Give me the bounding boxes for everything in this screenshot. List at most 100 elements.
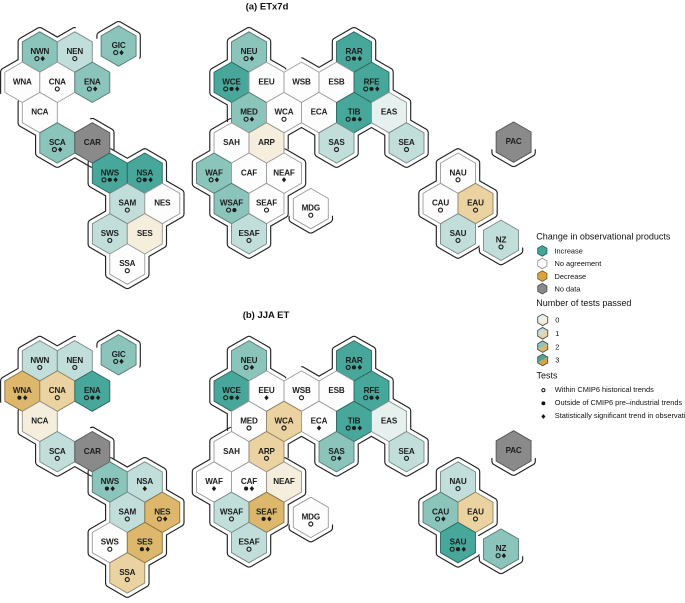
svg-text:SEA: SEA <box>398 447 414 456</box>
svg-text:WCA: WCA <box>275 108 294 117</box>
svg-text:RFE: RFE <box>364 77 380 86</box>
svg-text:Number of tests passed: Number of tests passed <box>536 298 631 308</box>
svg-text:NWN: NWN <box>30 47 49 56</box>
svg-text:(a) ETx7d: (a) ETx7d <box>246 2 289 13</box>
svg-text:RAR: RAR <box>345 356 362 365</box>
svg-text:PAC: PAC <box>506 446 522 455</box>
svg-text:SAU: SAU <box>450 538 467 547</box>
svg-text:SES: SES <box>137 229 153 238</box>
svg-text:SAH: SAH <box>223 138 240 147</box>
svg-text:NCA: NCA <box>31 108 48 117</box>
svg-text:SEAF: SEAF <box>256 199 277 208</box>
svg-text:WSB: WSB <box>292 386 311 395</box>
svg-text:CNA: CNA <box>49 77 66 86</box>
svg-text:CAR: CAR <box>84 138 101 147</box>
svg-text:NEAF: NEAF <box>273 168 295 177</box>
svg-text:Statistically significant tren: Statistically significant trend in obser… <box>555 411 685 420</box>
svg-text:No data: No data <box>555 284 582 293</box>
svg-text:SAM: SAM <box>119 199 137 208</box>
svg-text:NAU: NAU <box>449 168 466 177</box>
svg-text:SAS: SAS <box>328 447 345 456</box>
svg-text:ARP: ARP <box>258 138 275 147</box>
svg-text:MED: MED <box>240 417 258 426</box>
svg-text:MDG: MDG <box>302 513 320 522</box>
svg-text:NZ: NZ <box>496 544 507 553</box>
svg-text:EAU: EAU <box>467 199 484 208</box>
svg-text:EEU: EEU <box>258 77 274 86</box>
svg-text:MDG: MDG <box>302 204 320 213</box>
svg-text:GIC: GIC <box>112 41 126 50</box>
svg-text:NSA: NSA <box>136 477 153 486</box>
svg-text:ECA: ECA <box>311 417 328 426</box>
svg-text:ENA: ENA <box>84 77 101 86</box>
svg-text:SCA: SCA <box>49 447 66 456</box>
svg-text:TIB: TIB <box>348 417 361 426</box>
svg-text:SAS: SAS <box>328 138 345 147</box>
svg-text:WNA: WNA <box>13 386 32 395</box>
svg-text:No agreement: No agreement <box>555 259 602 268</box>
svg-text:CAU: CAU <box>432 199 449 208</box>
svg-text:NWS: NWS <box>101 168 120 177</box>
svg-text:ESAF: ESAF <box>239 229 260 238</box>
svg-text:EAS: EAS <box>381 417 398 426</box>
svg-text:3: 3 <box>555 356 559 365</box>
svg-text:NES: NES <box>154 199 171 208</box>
svg-text:NEN: NEN <box>66 47 83 56</box>
svg-text:Change in observational produc: Change in observational products <box>536 231 671 241</box>
svg-text:ECA: ECA <box>311 108 328 117</box>
svg-text:EAS: EAS <box>381 108 398 117</box>
svg-text:NSA: NSA <box>136 168 153 177</box>
svg-text:RFE: RFE <box>364 386 380 395</box>
svg-text:CNA: CNA <box>49 386 66 395</box>
svg-text:SAH: SAH <box>223 447 240 456</box>
svg-text:WCE: WCE <box>222 386 241 395</box>
svg-text:2: 2 <box>555 342 559 351</box>
svg-text:TIB: TIB <box>348 108 361 117</box>
svg-text:WAF: WAF <box>205 168 223 177</box>
svg-text:SEAF: SEAF <box>256 507 277 516</box>
svg-text:ENA: ENA <box>84 386 101 395</box>
svg-text:NEU: NEU <box>241 47 258 56</box>
svg-text:NWS: NWS <box>101 477 120 486</box>
svg-text:SES: SES <box>137 538 153 547</box>
svg-text:WCA: WCA <box>275 417 294 426</box>
svg-text:NAU: NAU <box>449 477 466 486</box>
svg-text:WSAF: WSAF <box>220 507 243 516</box>
svg-text:NEAF: NEAF <box>273 477 295 486</box>
svg-text:WAF: WAF <box>205 477 223 486</box>
svg-text:Tests: Tests <box>537 371 559 381</box>
svg-text:NWN: NWN <box>30 356 49 365</box>
svg-text:ARP: ARP <box>258 447 275 456</box>
svg-text:NCA: NCA <box>31 417 48 426</box>
svg-text:ESB: ESB <box>328 77 344 86</box>
svg-text:EAU: EAU <box>467 507 484 516</box>
svg-text:ESB: ESB <box>328 386 344 395</box>
svg-text:Within CMIP6 historical trends: Within CMIP6 historical trends <box>555 385 654 394</box>
svg-text:NZ: NZ <box>496 235 507 244</box>
svg-text:CAR: CAR <box>84 447 101 456</box>
svg-text:PAC: PAC <box>506 137 522 146</box>
svg-text:WCE: WCE <box>222 77 241 86</box>
svg-text:Outside of CMIP6 pre–industria: Outside of CMIP6 pre–industrial trends <box>555 398 683 407</box>
svg-text:MED: MED <box>240 108 258 117</box>
svg-text:SAM: SAM <box>119 507 137 516</box>
svg-text:WSB: WSB <box>292 77 311 86</box>
svg-text:WSAF: WSAF <box>220 199 243 208</box>
svg-text:GIC: GIC <box>112 350 126 359</box>
svg-text:NEU: NEU <box>241 356 258 365</box>
svg-text:SCA: SCA <box>49 138 66 147</box>
svg-text:CAF: CAF <box>241 477 257 486</box>
svg-text:SSA: SSA <box>119 568 135 577</box>
svg-text:NES: NES <box>154 507 171 516</box>
svg-text:SEA: SEA <box>398 138 414 147</box>
svg-text:CAF: CAF <box>241 168 257 177</box>
svg-text:0: 0 <box>555 316 559 325</box>
svg-text:Decrease: Decrease <box>555 272 587 281</box>
svg-text:NEN: NEN <box>66 356 83 365</box>
svg-text:SSA: SSA <box>119 259 135 268</box>
svg-text:1: 1 <box>555 329 559 338</box>
svg-text:(b) JJA ET: (b) JJA ET <box>243 310 290 321</box>
svg-text:SAU: SAU <box>450 229 467 238</box>
svg-text:Increase: Increase <box>555 247 583 256</box>
svg-text:CAU: CAU <box>432 507 449 516</box>
